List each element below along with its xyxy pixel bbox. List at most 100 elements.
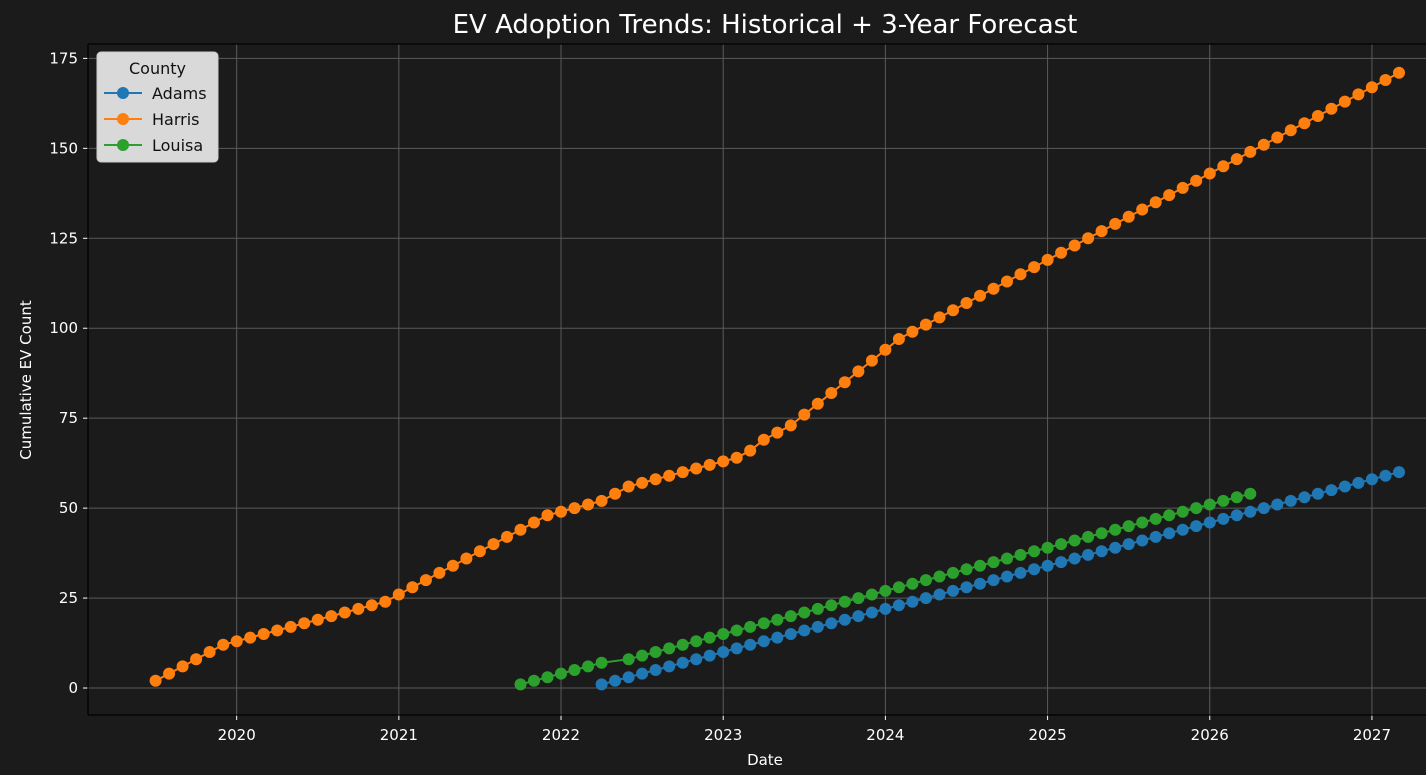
data-point-harris — [1257, 138, 1270, 151]
data-point-harris — [1379, 74, 1392, 86]
series-adams — [595, 466, 1405, 691]
data-point-harris — [825, 387, 838, 399]
data-point-adams — [622, 671, 635, 684]
data-point-harris — [501, 530, 513, 543]
data-point-adams — [798, 624, 811, 637]
data-point-harris — [1149, 196, 1162, 209]
data-point-louisa — [1136, 516, 1149, 529]
data-point-louisa — [717, 628, 730, 640]
data-point-harris — [365, 599, 378, 612]
data-point-louisa — [1244, 487, 1257, 500]
data-point-harris — [446, 559, 459, 572]
data-point-harris — [244, 631, 257, 644]
data-point-louisa — [771, 613, 784, 626]
data-point-harris — [798, 408, 811, 421]
data-point-louisa — [757, 617, 770, 630]
data-point-harris — [514, 523, 527, 536]
data-point-harris — [974, 289, 986, 302]
data-point-adams — [1393, 466, 1405, 479]
data-point-adams — [838, 613, 851, 626]
data-point-harris — [284, 620, 297, 633]
data-point-harris — [703, 458, 716, 471]
y-tick-label: 0 — [68, 679, 78, 697]
data-point-louisa — [1095, 527, 1108, 540]
data-point-harris — [933, 311, 946, 324]
data-point-louisa — [730, 624, 743, 637]
data-point-adams — [960, 581, 973, 594]
data-point-harris — [919, 318, 932, 331]
data-point-adams — [852, 610, 865, 623]
plot-area: 2020 2021 2022 2023 2024 2025 2026 2027 0 25 50 75 1… — [49, 43, 1426, 744]
y-tick-label: 75 — [59, 409, 78, 427]
data-point-louisa — [1163, 509, 1176, 522]
data-point-adams — [974, 577, 986, 590]
x-tick-label: 2023 — [704, 726, 742, 744]
data-point-harris — [1176, 181, 1189, 194]
data-point-louisa — [744, 620, 757, 633]
data-point-louisa — [582, 660, 595, 673]
data-point-adams — [865, 606, 878, 619]
data-point-adams — [609, 674, 622, 687]
data-point-louisa — [555, 667, 567, 680]
data-point-harris — [406, 581, 419, 594]
data-point-harris — [811, 397, 824, 410]
data-point-harris — [176, 660, 189, 673]
data-point-harris — [595, 494, 608, 507]
legend-label-louisa: Louisa — [152, 136, 203, 155]
data-point-harris — [325, 610, 338, 623]
data-point-harris — [582, 498, 595, 511]
data-point-adams — [825, 617, 838, 630]
data-point-louisa — [690, 635, 703, 648]
data-point-adams — [1298, 491, 1311, 504]
x-tick-label: 2020 — [218, 726, 256, 744]
data-point-louisa — [541, 671, 554, 684]
x-tick-label: 2026 — [1191, 726, 1229, 744]
data-point-adams — [1325, 484, 1338, 497]
data-point-louisa — [960, 563, 973, 576]
data-point-louisa — [676, 638, 689, 651]
data-point-louisa — [1122, 520, 1135, 533]
data-point-adams — [1082, 548, 1095, 561]
x-tick-label: 2022 — [542, 726, 580, 744]
data-point-adams — [1055, 556, 1068, 569]
data-point-adams — [1014, 566, 1027, 579]
data-point-louisa — [649, 646, 662, 658]
data-point-louisa — [1217, 494, 1230, 507]
data-point-louisa — [1176, 505, 1189, 518]
data-point-louisa — [1230, 491, 1243, 504]
data-point-harris — [838, 376, 851, 389]
data-point-harris — [1325, 102, 1338, 115]
data-point-adams — [1176, 523, 1189, 536]
data-point-louisa — [622, 653, 635, 666]
data-point-harris — [987, 282, 1000, 295]
data-point-adams — [1001, 570, 1013, 583]
x-axis-label: Date — [747, 751, 783, 769]
data-point-harris — [744, 444, 757, 457]
data-point-adams — [1244, 505, 1257, 518]
y-tick-label: 25 — [59, 589, 78, 607]
data-point-harris — [636, 476, 649, 489]
data-point-harris — [1122, 210, 1135, 223]
data-point-harris — [1068, 239, 1081, 252]
data-point-adams — [595, 678, 608, 691]
data-point-louisa — [514, 678, 527, 691]
data-point-louisa — [663, 642, 676, 655]
data-point-harris — [717, 455, 730, 468]
data-point-harris — [1028, 261, 1041, 274]
legend: County Adams Harris Louisa — [96, 51, 219, 163]
data-point-harris — [392, 588, 405, 601]
data-point-harris — [311, 613, 324, 626]
data-point-adams — [730, 642, 743, 655]
data-point-harris — [433, 566, 446, 579]
y-axis-label: Cumulative EV Count — [17, 300, 35, 460]
y-tick-label: 125 — [49, 229, 78, 247]
legend-label-adams: Adams — [152, 84, 207, 103]
data-point-adams — [1217, 512, 1230, 525]
axes-background — [88, 44, 1426, 715]
data-point-harris — [892, 333, 905, 345]
y-tick-label: 150 — [49, 139, 78, 157]
data-point-harris — [1082, 232, 1095, 245]
data-point-harris — [906, 325, 919, 338]
data-point-louisa — [987, 556, 1000, 569]
